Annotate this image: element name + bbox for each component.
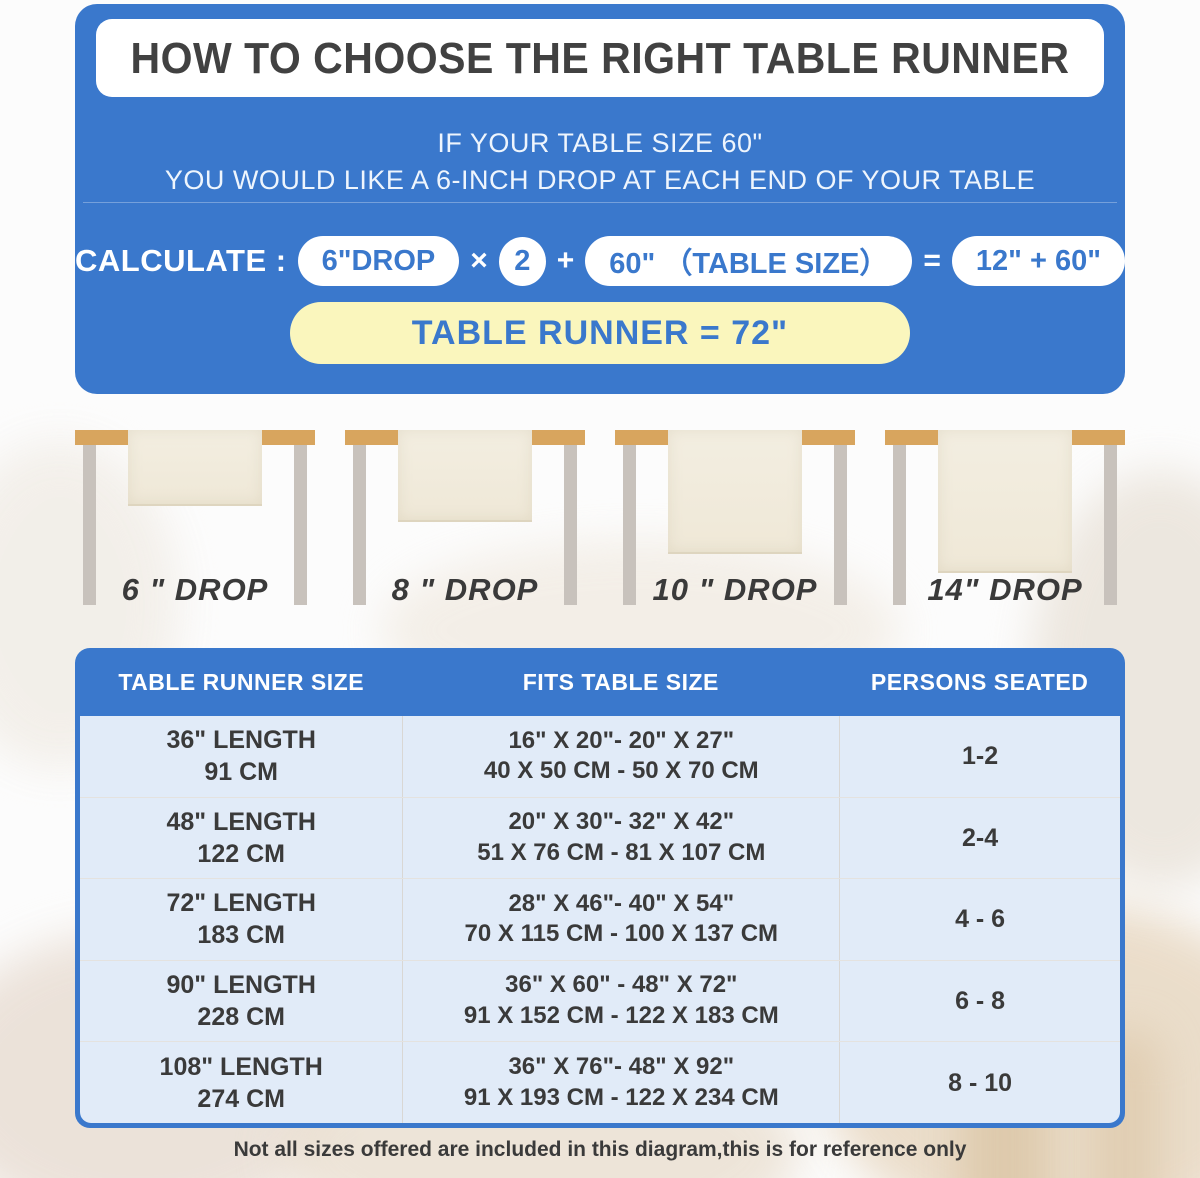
column-header-persons: PERSONS SEATED	[870, 668, 1089, 695]
fits-size-cell: 36" X 76"- 48" X 92" 91 X 193 CM - 122 X…	[402, 1042, 839, 1123]
fits-size-cell: 36" X 60" - 48" X 72" 91 X 152 CM - 122 …	[402, 960, 839, 1042]
table-leg	[294, 445, 307, 605]
table-leg	[353, 445, 366, 605]
table-leg	[834, 445, 847, 605]
table-row: 108" LENGTH 274 CM 36" X 76"- 48" X 92" …	[80, 1041, 1120, 1123]
column-header-runner-size: TABLE RUNNER SIZE	[118, 668, 365, 695]
persons-cell: 1-2	[839, 716, 1120, 797]
runner-illustration	[668, 430, 802, 554]
table-body: 36" LENGTH 91 CM 16" X 20"- 20" X 27" 40…	[80, 716, 1120, 1123]
multiplier-badge: 2	[498, 236, 546, 286]
drop-figure-14: 14" DROP	[885, 430, 1125, 626]
drop-figure-6: 6 " DROP	[75, 430, 315, 626]
table-leg	[83, 445, 96, 605]
drop-label: 8 " DROP	[391, 572, 539, 607]
drop-label: 14" DROP	[927, 572, 1083, 607]
fits-size-cell: 28" X 46"- 40" X 54" 70 X 115 CM - 100 X…	[402, 879, 839, 960]
persons-cell: 2-4	[839, 797, 1120, 879]
column-header-fits-size: FITS TABLE SIZE	[522, 668, 719, 695]
runner-illustration	[398, 430, 532, 522]
runner-size-cell: 36" LENGTH 91 CM	[166, 726, 316, 787]
table-leg	[623, 445, 636, 605]
drop-figures-row: 6 " DROP 8 " DROP 10 " DROP	[75, 430, 1125, 626]
runner-size-cell: 48" LENGTH 122 CM	[166, 807, 316, 868]
drop-pill: 6"DROP	[297, 236, 460, 286]
drop-label: 6 " DROP	[121, 572, 269, 607]
page-title: HOW TO CHOOSE THE RIGHT TABLE RUNNER	[130, 33, 1070, 82]
subtitle-line-2: YOU WOULD LIKE A 6-INCH DROP AT EACH END…	[164, 165, 1036, 195]
title-banner: HOW TO CHOOSE THE RIGHT TABLE RUNNER	[96, 19, 1104, 97]
persons-cell: 8 - 10	[839, 1042, 1120, 1123]
plus-operator: +	[556, 244, 575, 277]
drop-figure-10: 10 " DROP	[615, 430, 855, 626]
table-row: 48" LENGTH 122 CM 20" X 30"- 32" X 42" 5…	[80, 796, 1120, 879]
runner-size-cell: 108" LENGTH 274 CM	[159, 1052, 323, 1113]
sum-pill: 12" + 60"	[951, 236, 1125, 286]
table-row: 36" LENGTH 91 CM 16" X 20"- 20" X 27" 40…	[80, 716, 1120, 797]
drop-label: 10 " DROP	[652, 572, 818, 607]
table-leg	[564, 445, 577, 605]
persons-cell: 6 - 8	[839, 960, 1120, 1042]
subtitle-line-1: IF YOUR TABLE SIZE 60"	[437, 128, 763, 158]
equals-operator: =	[923, 244, 941, 277]
table-row: 90" LENGTH 228 CM 36" X 60" - 48" X 72" …	[80, 959, 1120, 1042]
runner-size-cell: 72" LENGTH 183 CM	[166, 889, 316, 950]
result-pill: TABLE RUNNER = 72"	[290, 302, 910, 364]
hero-panel: HOW TO CHOOSE THE RIGHT TABLE RUNNER IF …	[75, 4, 1125, 394]
runner-illustration	[128, 430, 262, 506]
size-table-panel: TABLE RUNNER SIZE FITS TABLE SIZE PERSON…	[75, 648, 1125, 1128]
table-row: 72" LENGTH 183 CM 28" X 46"- 40" X 54" 7…	[80, 878, 1120, 960]
calculation-row: CALCULATE : 6"DROP × 2 + 60" （TABLE SIZE…	[75, 236, 1125, 286]
calculate-label: CALCULATE :	[75, 243, 287, 278]
runner-size-cell: 90" LENGTH 228 CM	[166, 971, 316, 1032]
fits-size-cell: 20" X 30"- 32" X 42" 51 X 76 CM - 81 X 1…	[402, 797, 839, 879]
fits-size-cell: 16" X 20"- 20" X 27" 40 X 50 CM - 50 X 7…	[402, 716, 839, 797]
runner-illustration	[938, 430, 1072, 573]
table-leg	[1104, 445, 1117, 605]
persons-cell: 4 - 6	[839, 879, 1120, 960]
table-header-row: TABLE RUNNER SIZE FITS TABLE SIZE PERSON…	[80, 648, 1120, 716]
divider	[83, 202, 1117, 203]
drop-figure-8: 8 " DROP	[345, 430, 585, 626]
table-leg	[893, 445, 906, 605]
table-size-pill: 60" （TABLE SIZE）	[585, 236, 913, 286]
times-operator: ×	[470, 244, 488, 277]
footer-note: Not all sizes offered are included in th…	[233, 1138, 967, 1161]
